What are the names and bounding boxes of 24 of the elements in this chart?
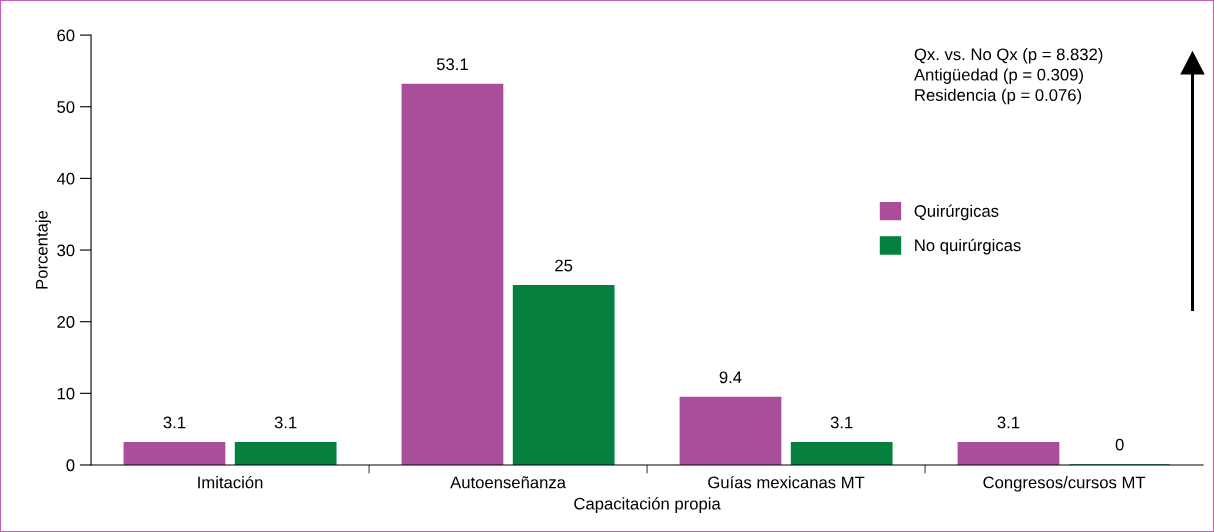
data-label: 25 xyxy=(555,259,573,272)
annotation: Qx. vs. No Qx (p = 8.832) Antigüedad (p = 0.309) Residencia (p = 0.076) xyxy=(913,48,1103,105)
y-tick-label: 10 xyxy=(57,387,75,400)
y-tick-label: 30 xyxy=(57,244,75,257)
y-tick-label: 60 xyxy=(57,29,75,42)
x-tick-label: Guías mexicanas MT xyxy=(708,475,865,489)
data-label: 9.4 xyxy=(719,371,742,384)
x-axis-title: Capacitación propia xyxy=(574,497,721,513)
legend-label: No quirúrgicas xyxy=(915,238,1021,255)
y-tick-label: 20 xyxy=(57,316,75,328)
x-tick-label: Congresos/cursos MT xyxy=(983,476,1146,492)
data-label: 3.1 xyxy=(163,416,186,429)
y-tick-label: 50 xyxy=(57,101,75,113)
y-tick-label: 0 xyxy=(66,459,75,472)
data-label: 3.1 xyxy=(830,416,853,429)
x-tick-label: Autoenseñanza xyxy=(450,476,566,489)
data-label: 0 xyxy=(1115,438,1124,451)
data-label: 3.1 xyxy=(274,416,297,429)
legend-label: Quirúrgicas xyxy=(914,204,999,221)
y-axis-title: Porcentaje xyxy=(35,210,51,289)
y-tick-label: 40 xyxy=(56,172,75,185)
data-label: 53.1 xyxy=(436,58,468,71)
x-tick-label: Imitación xyxy=(198,475,263,489)
data-label: 3.1 xyxy=(997,416,1020,429)
